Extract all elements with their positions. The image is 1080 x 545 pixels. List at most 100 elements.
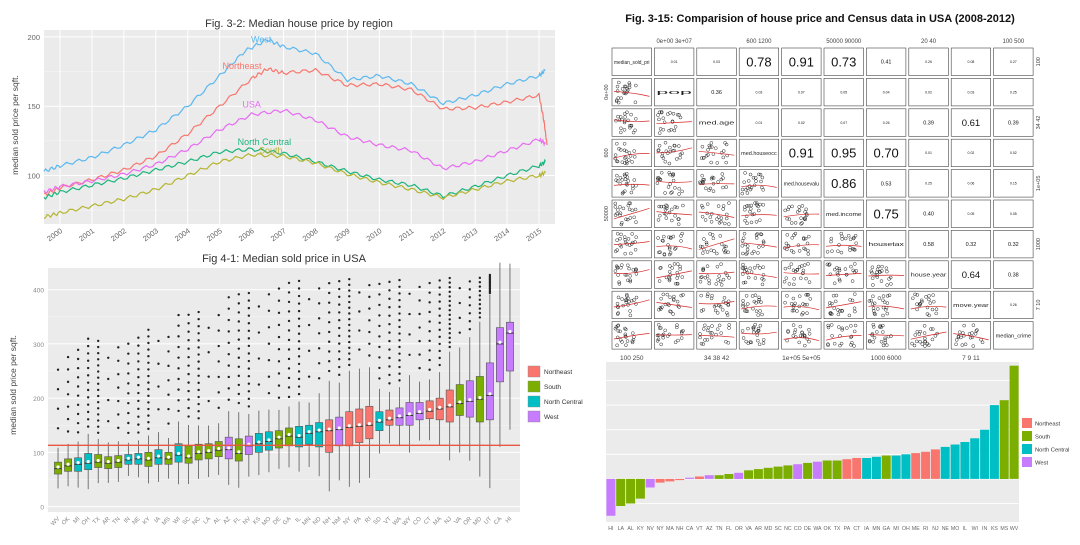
fig3-15-correlation-value: 0.91	[789, 54, 814, 69]
fig4-1-outlier	[449, 291, 451, 293]
fig4-1-x-tick-label: SC	[182, 516, 193, 527]
fig4-1-outlier	[469, 320, 471, 322]
fig4-1-outlier	[177, 410, 179, 412]
fig3-15-correlation-value: 0.53	[881, 181, 892, 187]
fig4-1-outlier	[137, 337, 139, 339]
fig4-1-box	[185, 446, 192, 463]
fig3-15-correlation-value: 0.38	[1008, 272, 1019, 278]
fig3-2-x-tick-label: 2002	[109, 226, 128, 243]
fig4-1-outlier	[147, 395, 149, 397]
fig4-1-outlier	[398, 292, 400, 294]
bar-x-tick-label: VA	[745, 526, 752, 532]
bar-legend-label: West	[1035, 461, 1048, 467]
fig4-1-outlier	[378, 335, 380, 337]
bar-x-tick-label: LA	[618, 526, 625, 532]
fig4-1-outlier	[107, 399, 109, 401]
bar-x-tick-label: HI	[608, 526, 613, 532]
fig4-1-x-tick-label: OK	[61, 516, 71, 526]
fig4-1-outlier	[288, 329, 290, 331]
fig4-1-outlier	[288, 282, 290, 284]
fig4-1-outlier	[167, 422, 169, 424]
fig4-1-x-tick-label: VT	[383, 516, 393, 526]
fig4-1-outlier	[408, 333, 410, 335]
fig4-1-outlier	[137, 423, 139, 425]
fig4-1-legend-key	[528, 411, 540, 422]
fig4-1-outlier	[197, 396, 199, 398]
fig4-1-outlier	[438, 307, 440, 309]
fig4-1-outlier	[378, 367, 380, 369]
fig4-1-outlier	[137, 392, 139, 394]
fig4-1-mean-dot	[237, 450, 240, 453]
fig4-1-outlier	[77, 349, 79, 351]
fig4-1-box	[285, 428, 292, 446]
bar-ks	[990, 405, 999, 479]
fig3-15-correlation-value: 0.75	[873, 206, 898, 221]
fig4-1-outlier	[117, 360, 119, 362]
fig4-1-mean-dot	[508, 330, 511, 333]
bar-x-tick-label: VT	[696, 526, 703, 532]
fig4-1-mean-dot	[87, 460, 90, 463]
fig4-1-outlier	[298, 363, 300, 365]
fig4-1-outlier	[197, 389, 199, 391]
fig3-15-top-axis-label: 600 1200	[746, 39, 772, 45]
fig4-1-outlier	[479, 299, 481, 301]
fig4-1-outlier	[338, 358, 340, 360]
fig4-1-x-tick-label: LA	[203, 516, 212, 525]
fig4-1-outlier	[318, 317, 320, 319]
fig4-1-x-tick-label: NJ	[444, 516, 453, 525]
fig3-15-correlation-value: 0.08	[968, 60, 975, 64]
fig4-1-outlier	[147, 362, 149, 364]
fig4-1-outlier	[177, 367, 179, 369]
fig4-1-title: Fig 4-1: Median sold price in USA	[202, 253, 367, 265]
bar-x-tick-label: MN	[872, 526, 880, 532]
fig3-15-correlation-value: 0.27	[1010, 60, 1017, 64]
fig4-1-outlier	[278, 300, 280, 302]
fig4-1-x-tick-label: NE	[132, 516, 142, 526]
fig4-1-mean-dot	[378, 419, 381, 422]
fig4-1-outlier	[428, 340, 430, 342]
fig4-1-mean-dot	[358, 423, 361, 426]
fig4-1-outlier	[348, 364, 350, 366]
fig4-1-outlier	[328, 302, 330, 304]
fig4-1-outlier	[298, 378, 300, 380]
fig4-1-outlier	[479, 294, 481, 296]
fig4-1-outlier	[97, 389, 99, 391]
fig4-1-outlier	[147, 388, 149, 390]
fig4-1-outlier	[248, 390, 250, 392]
fig4-1-outlier	[338, 311, 340, 313]
fig4-1-outlier	[238, 320, 240, 322]
fig4-1-outlier	[479, 290, 481, 292]
fig4-1-outlier	[238, 357, 240, 359]
fig4-1-outlier	[278, 372, 280, 374]
fig3-15-cell	[697, 200, 737, 228]
fig4-1-x-tick-label: IN	[123, 516, 131, 524]
fig4-1-outlier	[298, 370, 300, 372]
fig4-1-outlier	[268, 375, 270, 377]
fig4-1-x-tick-label: UT	[483, 516, 493, 526]
fig4-1-outlier	[238, 311, 240, 313]
bar-ia	[862, 458, 871, 479]
fig4-1-outlier	[479, 285, 481, 287]
fig4-1-outlier	[167, 394, 169, 396]
bar-legend-label: South	[1035, 435, 1050, 441]
fig3-15-correlation-value: 0.40	[923, 212, 934, 218]
fig4-1-outlier	[197, 353, 199, 355]
bar-co	[793, 464, 802, 479]
fig4-1-x-tick-label: NM	[332, 516, 343, 527]
fig3-15-variable-label: median_crime	[996, 333, 1032, 339]
fig4-1-outlier	[469, 280, 471, 282]
bar-fl	[724, 474, 733, 479]
fig4-1-x-tick-label: DE	[272, 516, 282, 526]
fig4-1-outlier	[449, 341, 451, 343]
fig4-1-outlier	[449, 277, 451, 279]
fig3-15-cell	[739, 200, 779, 228]
bar-wi	[970, 438, 979, 479]
fig4-1-outlier	[378, 377, 380, 379]
fig4-1-mean-dot	[117, 459, 120, 462]
fig4-1-outlier	[197, 325, 199, 327]
fig4-1-outlier	[127, 392, 129, 394]
fig4-1-outlier	[459, 287, 461, 289]
bar-x-tick-label: IL	[963, 526, 967, 532]
fig3-15-scatter-matrix: Fig. 3-15: Comparision of house price an…	[604, 13, 1042, 362]
